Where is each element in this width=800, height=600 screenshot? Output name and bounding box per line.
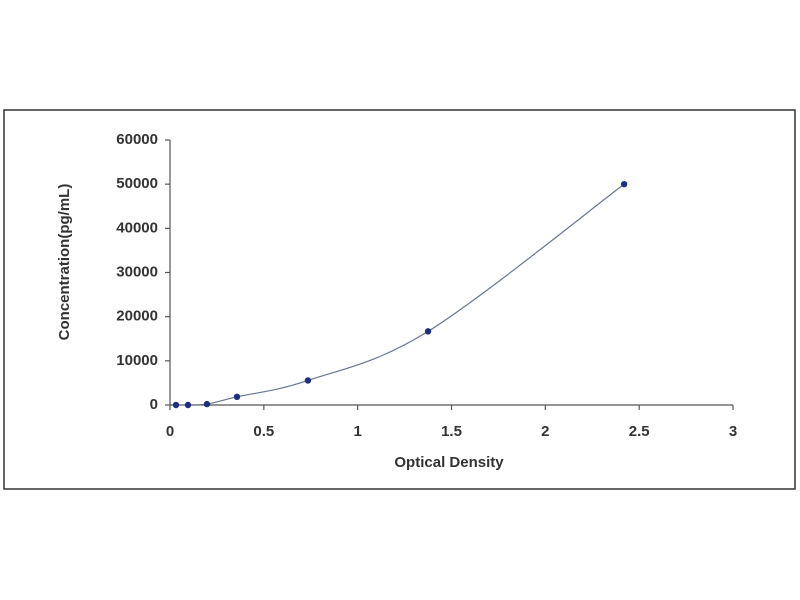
x-tick-label: 1 — [353, 423, 361, 440]
point — [203, 400, 211, 408]
x-tick-label: 2.5 — [629, 423, 650, 440]
x-tick-label: 0 — [166, 423, 174, 440]
y-tick-label: 40000 — [116, 219, 158, 236]
y-tick-label: 60000 — [116, 131, 158, 148]
y-tick-label: 30000 — [116, 263, 158, 280]
y-tick-label: 50000 — [116, 175, 158, 192]
point — [233, 393, 241, 401]
point — [620, 180, 628, 188]
x-tick-label: 1.5 — [441, 423, 462, 440]
x-tick-label: 2 — [541, 423, 549, 440]
x-tick-label: 3 — [729, 423, 737, 440]
fit-curve — [176, 183, 625, 406]
frame — [3, 109, 796, 490]
point — [172, 401, 180, 409]
point — [424, 328, 432, 335]
x-axis-label: Optical Density — [394, 454, 504, 471]
point — [304, 377, 312, 384]
y-tick-label: 20000 — [116, 308, 158, 325]
point — [184, 401, 192, 409]
y-axis-label: Concentration(pg/mL) — [56, 184, 73, 341]
y-tick-label: 10000 — [116, 352, 158, 369]
x-tick-label: 0.5 — [253, 423, 274, 440]
y-tick-label: 0 — [150, 396, 158, 413]
